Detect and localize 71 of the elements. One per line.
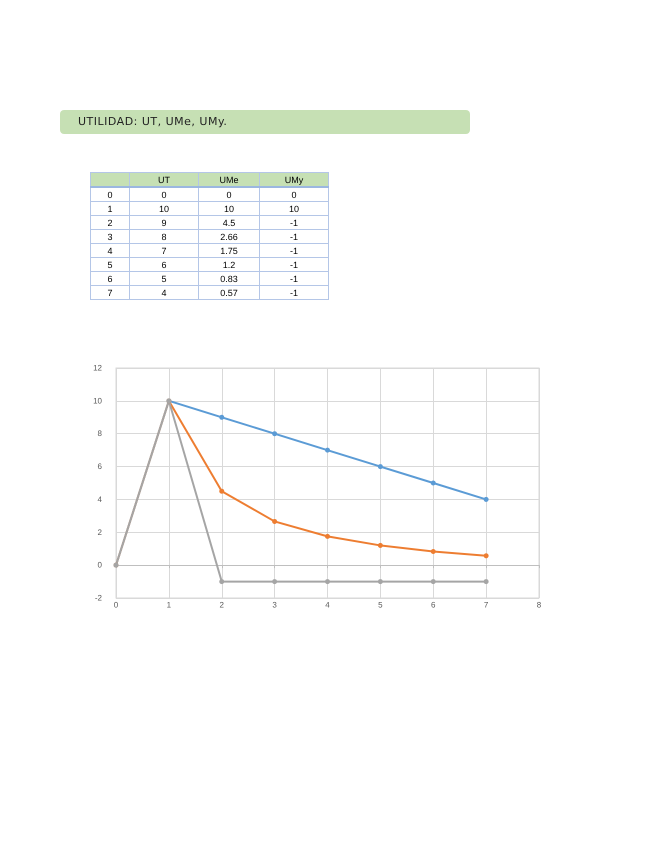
- data-label: 0.83: [198, 272, 260, 286]
- data-label: 2.66: [198, 230, 260, 244]
- data-label: 1.2: [198, 258, 260, 272]
- x-tick-label: 8: [536, 600, 542, 610]
- data-label: -1: [260, 244, 328, 258]
- x-tick-label: 5: [378, 600, 384, 610]
- data-label: -1: [260, 258, 328, 272]
- point: [484, 579, 489, 584]
- y-tick-label: 0: [98, 560, 103, 570]
- data-label: 1.75: [198, 244, 260, 258]
- x-tick-label: UMe: [198, 172, 260, 187]
- data-label: 10: [130, 202, 198, 216]
- point: [325, 534, 330, 539]
- y-tick-label: 4: [90, 244, 130, 258]
- point: [219, 579, 224, 584]
- data-label: 10: [260, 202, 328, 216]
- point: [219, 488, 224, 494]
- point: [430, 549, 436, 554]
- y-tick-label: 2: [98, 528, 103, 537]
- data-label: 0: [198, 187, 260, 202]
- x-tick-label: UMy: [260, 172, 328, 187]
- point: [430, 579, 436, 584]
- y-tick-label: -2: [94, 594, 103, 602]
- point: [272, 579, 278, 584]
- point: [219, 414, 224, 420]
- y-tick-label: 5: [90, 258, 130, 272]
- data-label: 6: [130, 258, 198, 272]
- point: [325, 448, 330, 453]
- data-label: -1: [260, 272, 328, 286]
- data-label: -1: [260, 216, 328, 230]
- y-tick-label: 1: [90, 202, 130, 216]
- x-tick-label: 0: [114, 600, 119, 610]
- data-label: 7: [130, 244, 198, 258]
- y-tick-label: 8: [98, 429, 103, 438]
- data-label: -1: [260, 230, 328, 244]
- point: [378, 464, 383, 470]
- x-tick-label: 1: [166, 600, 172, 610]
- y-tick-label: 4: [98, 494, 103, 504]
- point: [272, 431, 278, 436]
- x-tick-label: 6: [431, 600, 436, 610]
- y-tick-label: 6: [98, 462, 103, 472]
- y-tick-label: 10: [93, 396, 103, 406]
- x-tick-label: 2: [220, 600, 225, 610]
- data-label: 0.57: [198, 286, 260, 300]
- y-tick-label: 7: [90, 286, 130, 300]
- x-tick-label: UT: [130, 172, 198, 187]
- y-tick-label: 2: [90, 216, 130, 230]
- y-tick-label: 0: [90, 187, 130, 202]
- chart-title: UTILIDAD: UT, UMe, UMy.: [60, 110, 470, 134]
- point: [430, 480, 436, 486]
- x-tick-label: 7: [484, 600, 489, 610]
- data-label: 0: [130, 187, 198, 202]
- data-label: 0: [260, 187, 328, 202]
- x-tick-label: 4: [325, 600, 330, 610]
- y-tick-label: 3: [90, 230, 130, 244]
- data-label: -1: [260, 286, 328, 300]
- data-label: 5: [130, 272, 198, 286]
- data-label: 10: [198, 202, 260, 216]
- y-tick-label: 6: [90, 272, 130, 286]
- data-label: 9: [130, 216, 198, 230]
- data-label: 4: [130, 286, 198, 300]
- point: [484, 553, 489, 558]
- data-label: 8: [130, 230, 198, 244]
- point: [378, 542, 383, 548]
- point: [325, 579, 330, 584]
- x-tick-label: 3: [272, 600, 278, 610]
- data-label: 4.5: [198, 216, 260, 230]
- point: [272, 518, 278, 524]
- y-tick-label: 12: [93, 364, 103, 372]
- point: [378, 579, 383, 584]
- point: [484, 496, 489, 502]
